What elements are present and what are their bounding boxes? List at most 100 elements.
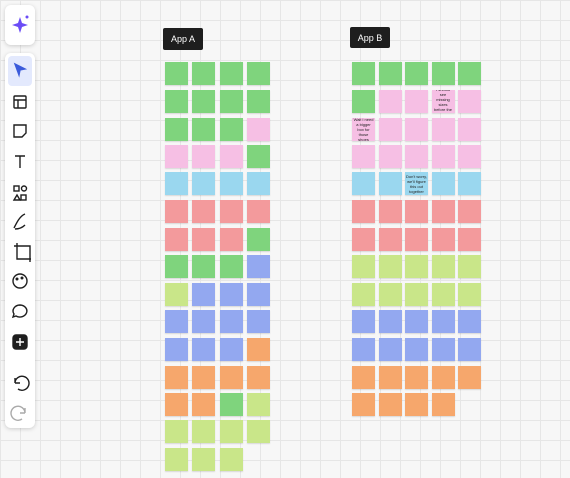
- sticky-note[interactable]: [246, 366, 270, 389]
- sticky-note[interactable]: [219, 366, 243, 389]
- frame-tool[interactable]: [13, 95, 27, 109]
- sticky-note[interactable]: [431, 228, 455, 251]
- sticky-note[interactable]: [165, 172, 188, 195]
- sticky-note[interactable]: [219, 200, 243, 223]
- shapes-tool[interactable]: [13, 185, 20, 192]
- sticky-note[interactable]: [458, 366, 481, 389]
- sticky-note[interactable]: [405, 310, 428, 333]
- sticky-note[interactable]: [431, 255, 455, 278]
- sticky-note[interactable]: [165, 338, 188, 361]
- sticky-note[interactable]: [192, 172, 216, 195]
- sticky-note[interactable]: [192, 310, 216, 333]
- ai-icon[interactable]: [5, 5, 35, 45]
- sticky-note[interactable]: [378, 172, 402, 195]
- sticky-note[interactable]: [165, 283, 188, 306]
- sticky-note[interactable]: [165, 200, 188, 223]
- sticky-note[interactable]: [192, 200, 216, 223]
- sticky-note[interactable]: [246, 420, 270, 443]
- sticky-note[interactable]: [192, 228, 216, 251]
- sticky-note[interactable]: [219, 118, 243, 141]
- sticky-note[interactable]: [246, 310, 270, 333]
- sticky-tool[interactable]: [13, 124, 27, 138]
- sticky-note[interactable]: [378, 90, 402, 113]
- sticky-note[interactable]: [192, 338, 216, 361]
- sticky-note[interactable]: [219, 310, 243, 333]
- sticky-note[interactable]: [165, 90, 188, 113]
- sticky-note[interactable]: [192, 255, 216, 278]
- sticky-note[interactable]: [405, 228, 428, 251]
- sticky-note[interactable]: [219, 228, 243, 251]
- sticky-note[interactable]: [458, 145, 481, 168]
- sticky-note[interactable]: [352, 200, 375, 223]
- sticky-note[interactable]: [192, 118, 216, 141]
- sticky-note[interactable]: [219, 420, 243, 443]
- sticky-note[interactable]: [378, 118, 402, 141]
- sticky-note[interactable]: [246, 145, 270, 168]
- sticky-note[interactable]: [352, 62, 375, 85]
- sticky-note[interactable]: [246, 90, 270, 113]
- sticky-note[interactable]: [405, 62, 428, 85]
- sticky-note[interactable]: [458, 310, 481, 333]
- sticky-note[interactable]: [165, 255, 188, 278]
- sticky-note[interactable]: Wait i need a bigger box for those shoes: [352, 118, 375, 141]
- sticky-note[interactable]: [405, 255, 428, 278]
- sticky-note[interactable]: [431, 118, 455, 141]
- sticky-note[interactable]: [246, 255, 270, 278]
- sticky-note[interactable]: [246, 228, 270, 251]
- sticky-note[interactable]: [219, 283, 243, 306]
- sticky-note[interactable]: [246, 338, 270, 361]
- sticky-note[interactable]: [431, 200, 455, 223]
- sticky-note[interactable]: [378, 228, 402, 251]
- sticky-note[interactable]: [378, 366, 402, 389]
- sticky-note[interactable]: [192, 420, 216, 443]
- sticky-note[interactable]: [219, 62, 243, 85]
- sticky-note[interactable]: [246, 118, 270, 141]
- sticky-note[interactable]: [165, 118, 188, 141]
- sticky-note[interactable]: [405, 366, 428, 389]
- sticky-note[interactable]: [405, 118, 428, 141]
- sticky-note[interactable]: [458, 62, 481, 85]
- sticky-note[interactable]: [165, 448, 188, 471]
- pen-tool[interactable]: [13, 213, 26, 230]
- sticky-note[interactable]: [405, 393, 428, 416]
- sticky-note[interactable]: [246, 172, 270, 195]
- emoji-tool[interactable]: [12, 273, 28, 289]
- sticky-note[interactable]: [219, 393, 243, 416]
- sticky-note[interactable]: [219, 172, 243, 195]
- sticky-note[interactable]: [192, 145, 216, 168]
- sticky-note[interactable]: [378, 62, 402, 85]
- sticky-note[interactable]: [378, 283, 402, 306]
- sticky-note[interactable]: [352, 366, 375, 389]
- sticky-note[interactable]: [192, 90, 216, 113]
- sticky-note[interactable]: [378, 310, 402, 333]
- sticky-note[interactable]: [165, 62, 188, 85]
- sticky-note[interactable]: [458, 255, 481, 278]
- sticky-note[interactable]: [352, 90, 375, 113]
- sticky-note[interactable]: [378, 200, 402, 223]
- sticky-note[interactable]: [219, 338, 243, 361]
- sticky-note[interactable]: [219, 448, 243, 471]
- sticky-note[interactable]: [192, 448, 216, 471]
- sticky-note[interactable]: [378, 255, 402, 278]
- sticky-note[interactable]: [165, 145, 188, 168]
- sticky-note[interactable]: [378, 338, 402, 361]
- sticky-note[interactable]: [405, 283, 428, 306]
- sticky-note[interactable]: [431, 366, 455, 389]
- sticky-note[interactable]: [431, 338, 455, 361]
- sticky-note[interactable]: [431, 393, 455, 416]
- sticky-note[interactable]: I should see missing sizes before the ca…: [431, 90, 455, 113]
- sticky-note[interactable]: [165, 366, 188, 389]
- sticky-note[interactable]: [378, 145, 402, 168]
- sticky-note[interactable]: [352, 228, 375, 251]
- sticky-note[interactable]: [219, 90, 243, 113]
- text-tool[interactable]: [15, 155, 25, 168]
- crop-tool[interactable]: [14, 243, 31, 262]
- sticky-note[interactable]: [458, 200, 481, 223]
- sticky-note[interactable]: [246, 393, 270, 416]
- sticky-note[interactable]: [458, 90, 481, 113]
- sticky-note[interactable]: [192, 366, 216, 389]
- sticky-note[interactable]: [192, 62, 216, 85]
- sticky-note[interactable]: [458, 172, 481, 195]
- sticky-note[interactable]: [246, 200, 270, 223]
- undo[interactable]: [14, 375, 30, 391]
